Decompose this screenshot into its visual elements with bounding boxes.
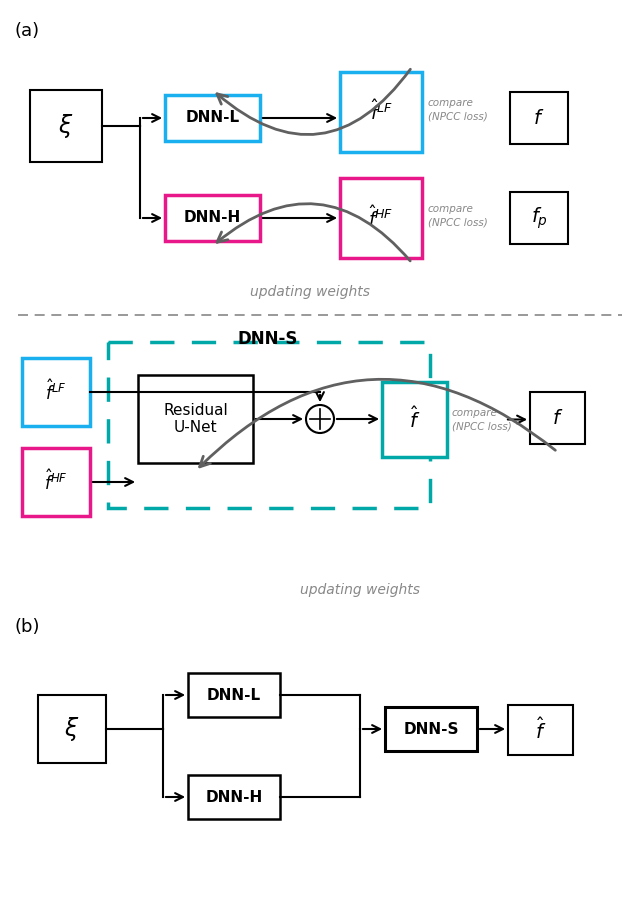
Text: DNN-L: DNN-L [207, 688, 261, 702]
Bar [340, 178, 422, 258]
Bar [385, 707, 477, 751]
Text: $\xi$: $\xi$ [64, 715, 80, 743]
Bar [188, 775, 280, 819]
Text: DNN-H: DNN-H [184, 210, 241, 226]
Text: updating weights: updating weights [300, 583, 420, 597]
Bar [138, 375, 253, 463]
Text: $\xi$: $\xi$ [58, 112, 74, 140]
Text: $\hat{f}^{LF}$: $\hat{f}^{LF}$ [369, 99, 392, 125]
Text: compare
(NPCC loss): compare (NPCC loss) [428, 204, 488, 228]
Bar [340, 72, 422, 152]
Bar [165, 195, 260, 241]
Text: $f$: $f$ [533, 108, 545, 128]
Text: $\hat{f}^{LF}$: $\hat{f}^{LF}$ [45, 380, 67, 404]
Bar [22, 448, 90, 516]
Text: updating weights: updating weights [250, 285, 370, 299]
Text: $f_p$: $f_p$ [531, 205, 547, 230]
Bar [38, 695, 106, 763]
Text: DNN-S: DNN-S [238, 330, 298, 348]
Text: $\hat{f}$: $\hat{f}$ [535, 717, 546, 743]
Text: compare
(NPCC loss): compare (NPCC loss) [452, 408, 512, 431]
Bar [165, 95, 260, 141]
Text: Residual
U-Net: Residual U-Net [163, 403, 228, 435]
Text: compare
(NPCC loss): compare (NPCC loss) [428, 98, 488, 121]
Text: $f$: $f$ [552, 408, 563, 427]
Text: $\hat{f}^{HF}$: $\hat{f}^{HF}$ [44, 470, 68, 495]
Bar [510, 92, 568, 144]
Bar [188, 673, 280, 717]
Bar [108, 342, 430, 508]
Text: (a): (a) [14, 22, 39, 40]
Bar [22, 358, 90, 426]
Bar [530, 392, 585, 444]
Text: DNN-S: DNN-S [403, 722, 459, 736]
Text: DNN-L: DNN-L [186, 110, 239, 126]
Text: DNN-H: DNN-H [205, 790, 262, 804]
Text: (b): (b) [14, 618, 40, 636]
Bar [382, 382, 447, 457]
Text: $\hat{f}$: $\hat{f}$ [409, 406, 420, 433]
Bar [30, 90, 102, 162]
Text: $\hat{f}^{HF}$: $\hat{f}^{HF}$ [368, 206, 394, 230]
Bar [510, 192, 568, 244]
Bar [508, 705, 573, 755]
